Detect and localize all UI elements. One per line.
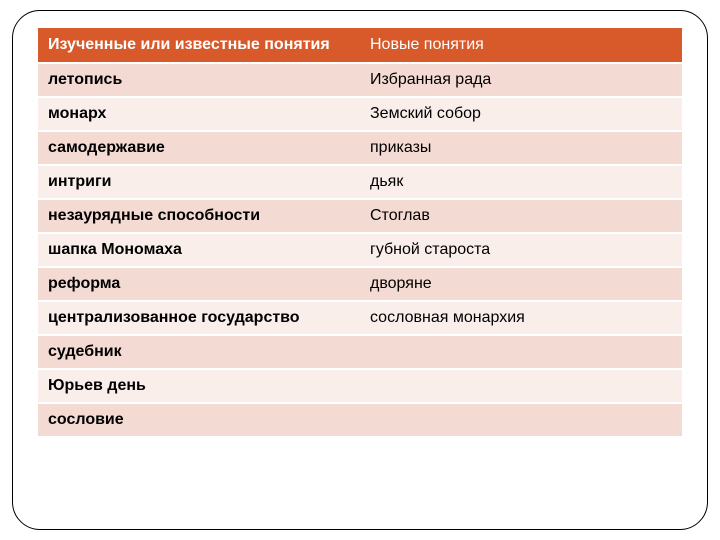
table-row: реформа дворяне	[38, 267, 682, 301]
cell-new	[360, 335, 682, 369]
cell-new: губной староста	[360, 233, 682, 267]
table-row: сословие	[38, 403, 682, 437]
table-row: незаурядные способности Стоглав	[38, 199, 682, 233]
cell-known: самодержавие	[38, 131, 360, 165]
cell-new: дьяк	[360, 165, 682, 199]
cell-new: Стоглав	[360, 199, 682, 233]
cell-known: незаурядные способности	[38, 199, 360, 233]
table-row: Юрьев день	[38, 369, 682, 403]
table-row: самодержавие приказы	[38, 131, 682, 165]
header-known-concepts: Изученные или известные понятия	[38, 28, 360, 63]
cell-new	[360, 369, 682, 403]
cell-known: централизованное государство	[38, 301, 360, 335]
cell-known: Юрьев день	[38, 369, 360, 403]
cell-known: сословие	[38, 403, 360, 437]
cell-known: интриги	[38, 165, 360, 199]
cell-known: летопись	[38, 63, 360, 97]
cell-new: сословная монархия	[360, 301, 682, 335]
cell-new: дворяне	[360, 267, 682, 301]
cell-known: реформа	[38, 267, 360, 301]
cell-known: судебник	[38, 335, 360, 369]
header-new-concepts: Новые понятия	[360, 28, 682, 63]
concepts-table: Изученные или известные понятия Новые по…	[38, 28, 682, 438]
table-row: централизованное государство сословная м…	[38, 301, 682, 335]
table-row: шапка Мономаха губной староста	[38, 233, 682, 267]
cell-new	[360, 403, 682, 437]
table-row: монарх Земский собор	[38, 97, 682, 131]
table-header-row: Изученные или известные понятия Новые по…	[38, 28, 682, 63]
table-row: судебник	[38, 335, 682, 369]
cell-known: шапка Мономаха	[38, 233, 360, 267]
table-row: интриги дьяк	[38, 165, 682, 199]
cell-new: Избранная рада	[360, 63, 682, 97]
table-row: летопись Избранная рада	[38, 63, 682, 97]
cell-known: монарх	[38, 97, 360, 131]
cell-new: Земский собор	[360, 97, 682, 131]
cell-new: приказы	[360, 131, 682, 165]
